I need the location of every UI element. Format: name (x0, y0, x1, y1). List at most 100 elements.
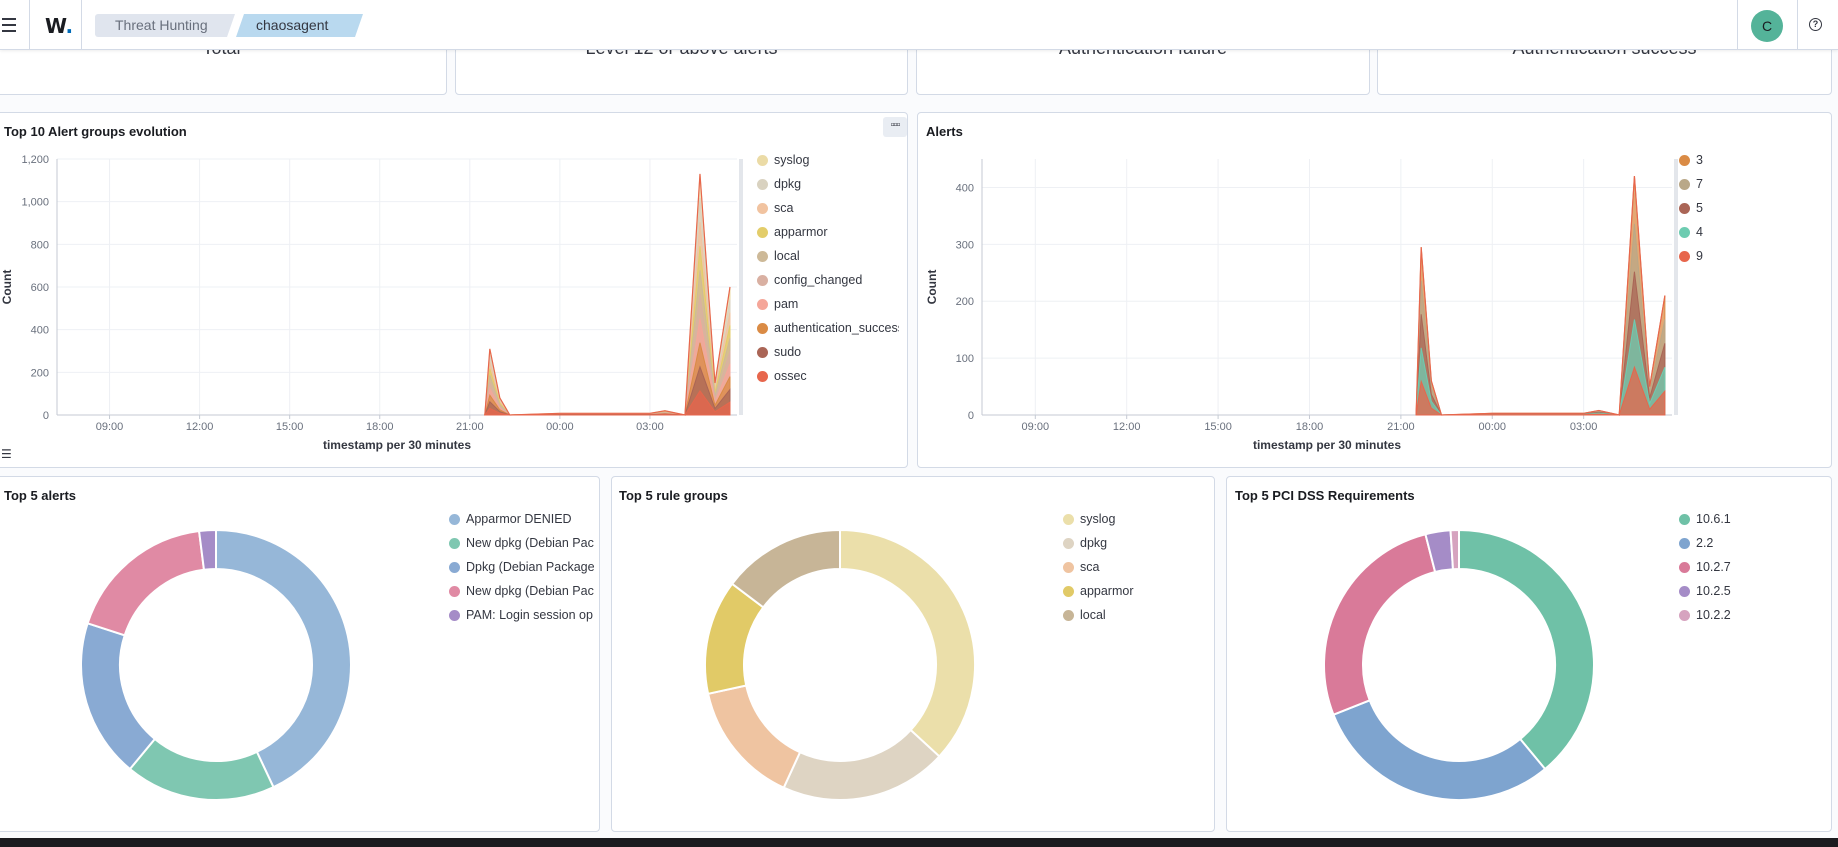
legend-item[interactable]: 10.2.5 (1679, 579, 1824, 603)
app-logo[interactable]: W. (45, 14, 74, 38)
legend-label: syslog (1080, 512, 1116, 526)
x-tick-label: 03:00 (1570, 421, 1598, 433)
panel-options-icon[interactable]: ▫▫▫ (883, 117, 907, 137)
y-tick-label: 200 (956, 296, 974, 308)
y-tick-label: 1,200 (21, 154, 49, 166)
header-divider (1737, 0, 1738, 50)
header-divider (29, 0, 30, 50)
hamburger-menu-icon[interactable] (0, 10, 20, 40)
panel-title: Top 5 PCI DSS Requirements (1235, 488, 1415, 503)
x-tick-label: 12:00 (1113, 421, 1141, 433)
x-tick-label: 09:00 (1022, 421, 1050, 433)
legend-item[interactable]: ossec (757, 364, 899, 388)
legend-label: 10.2.2 (1696, 608, 1731, 622)
legend-item[interactable]: 2.2 (1679, 531, 1824, 555)
legend-item[interactable]: authentication_success (757, 316, 899, 340)
legend-item[interactable]: 10.2.2 (1679, 603, 1824, 627)
top-5-rule-groups-donut (704, 528, 976, 801)
legend-dot (1679, 202, 1690, 214)
breadcrumb-agent[interactable]: chaosagent (236, 14, 363, 37)
top-5-rule-groups-legend: syslog dpkg sca apparmor local (1063, 507, 1208, 627)
legend-item[interactable]: sca (757, 196, 899, 220)
legend-item[interactable]: 5 (1679, 196, 1819, 220)
legend-item[interactable]: 10.6.1 (1679, 507, 1824, 531)
area-top-line (1415, 176, 1666, 416)
breadcrumb-threat-hunting[interactable]: Threat Hunting (95, 14, 235, 37)
legend-label: sca (1080, 560, 1100, 574)
panel-title: Top 5 alerts (4, 488, 77, 503)
legend-item[interactable]: syslog (1063, 507, 1208, 531)
legend-item[interactable]: PAM: Login session op (449, 603, 594, 627)
legend-dot (449, 585, 460, 597)
legend-item[interactable]: 9 (1679, 244, 1819, 268)
help-icon[interactable]: ? (1809, 18, 1822, 31)
legend-item[interactable]: 4 (1679, 220, 1819, 244)
legend-item[interactable]: apparmor (757, 220, 899, 244)
legend-item[interactable]: sca (1063, 555, 1208, 579)
legend-label: local (1080, 608, 1106, 622)
legend-item[interactable]: dpkg (1063, 531, 1208, 555)
legend-item[interactable]: dpkg (757, 172, 899, 196)
legend-dot (449, 561, 460, 573)
legend-item[interactable]: Dpkg (Debian Package (449, 555, 594, 579)
donut-slice (706, 684, 802, 790)
legend-item[interactable]: local (1063, 603, 1208, 627)
legend-dot (757, 250, 768, 262)
legend-label: local (774, 249, 800, 263)
x-tick-label: 15:00 (276, 421, 304, 433)
legend-dot (757, 154, 768, 166)
legend-dot (1679, 178, 1690, 190)
y-tick-label: 1,000 (21, 197, 49, 209)
donut-slice (782, 728, 941, 801)
top-5-pci-dss-legend: 10.6.1 2.2 10.2.7 10.2.5 10.2.2 (1679, 507, 1824, 627)
legend-item[interactable]: pam (757, 292, 899, 316)
legend-item[interactable]: Apparmor DENIED (449, 507, 594, 531)
alert-groups-evolution-panel: Top 10 Alert groups evolution ▫▫▫ 09:00 1… (0, 112, 908, 468)
x-tick-label: 21:00 (456, 421, 484, 433)
legend-dot (1679, 154, 1690, 166)
top-5-pci-dss-panel: Top 5 PCI DSS Requirements 10.6.1 2.2 10.2… (1226, 476, 1832, 832)
legend-item[interactable]: local (757, 244, 899, 268)
legend-dot (757, 274, 768, 286)
header-divider (1797, 0, 1798, 50)
legend-item[interactable]: 3 (1679, 148, 1819, 172)
panel-title: Alerts (926, 124, 963, 139)
header-divider (81, 0, 82, 50)
legend-dot (1679, 609, 1690, 621)
legend-label: pam (774, 297, 799, 311)
legend-item[interactable]: apparmor (1063, 579, 1208, 603)
legend-dot (1063, 585, 1074, 597)
x-tick-label: 00:00 (1478, 421, 1506, 433)
y-tick-label: 400 (956, 182, 974, 194)
legend-dot (1679, 585, 1690, 597)
legend-item[interactable]: 10.2.7 (1679, 555, 1824, 579)
legend-item[interactable]: New dpkg (Debian Pac (449, 531, 594, 555)
legend-dot (757, 202, 768, 214)
alerts-area-chart: 09:00 12:00 15:00 18:00 21:00 00:00 03:00 0 100 2… (926, 159, 1678, 452)
y-tick-label: 300 (956, 239, 974, 251)
legend-label: sca (774, 201, 794, 215)
legend-item[interactable]: New dpkg (Debian Pac (449, 579, 594, 603)
legend-item[interactable]: syslog (757, 148, 899, 172)
legend-label: config_changed (774, 273, 863, 287)
legend-label: authentication_success (774, 321, 899, 335)
legend-item[interactable]: config_changed (757, 268, 899, 292)
legend-label: 10.2.7 (1696, 560, 1731, 574)
legend-item[interactable]: sudo (757, 340, 899, 364)
legend-label: 7 (1696, 177, 1703, 191)
top-navigation-bar: W. Threat Hunting chaosagent C ? (0, 0, 1838, 50)
legend-dot (1679, 513, 1690, 525)
top-5-pci-dss-donut (1323, 528, 1595, 801)
legend-dot (757, 370, 768, 382)
user-avatar[interactable]: C (1751, 10, 1783, 42)
legend-label: PAM: Login session op (466, 608, 593, 622)
legend-item[interactable]: 7 (1679, 172, 1819, 196)
legend-list-icon[interactable]: ☰ (1, 447, 12, 461)
y-tick-label: 800 (31, 239, 49, 251)
donut-slice (1332, 699, 1547, 801)
legend-label: New dpkg (Debian Pac (466, 584, 594, 598)
legend-label: dpkg (1080, 536, 1108, 550)
area-series-9 (1415, 365, 1666, 416)
area-series-ossec (483, 389, 731, 416)
legend-dot (1063, 513, 1074, 525)
